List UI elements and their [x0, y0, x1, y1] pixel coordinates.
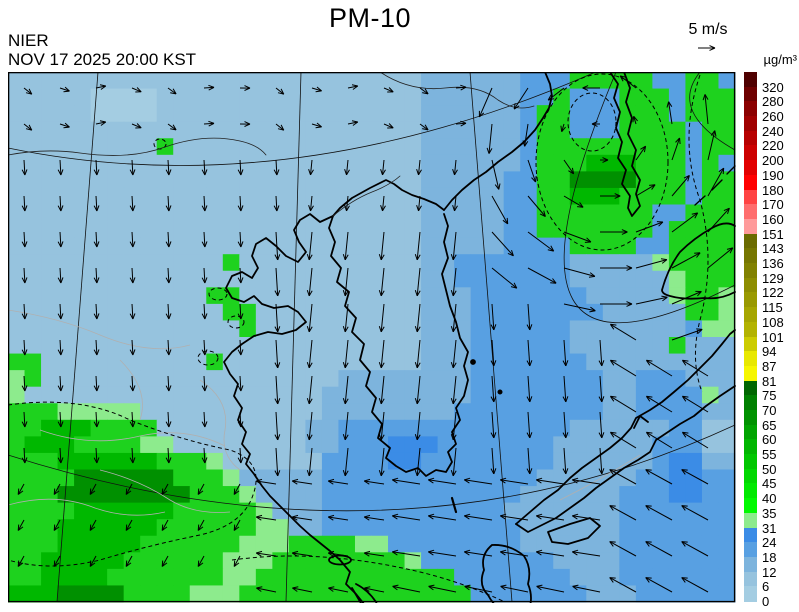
colorbar-segment: [744, 424, 757, 440]
wind-scale-label: 5 m/s: [688, 21, 728, 38]
colorbar-label: 24: [762, 535, 777, 551]
colorbar-segment: [744, 468, 757, 485]
colorbar-label: 31: [762, 520, 777, 536]
colorbar-segment: [744, 556, 757, 573]
colorbar-segment: [744, 483, 757, 499]
colorbar-label: 87: [762, 358, 777, 374]
colorbar-label: 136: [762, 256, 784, 272]
colorbar-segment: [744, 174, 757, 191]
forecast-datetime: NOV 17 2025 20:00 KST: [8, 50, 197, 69]
colorbar-label: 170: [762, 197, 784, 213]
colorbar-label: 6: [762, 579, 770, 595]
colorbar-label: 320: [762, 79, 784, 95]
colorbar-segment: [744, 292, 757, 308]
colorbar-segment: [744, 145, 757, 161]
colorbar-segment: [744, 454, 757, 470]
colorbar-label: 70: [762, 402, 777, 418]
colorbar-segment: [744, 395, 757, 411]
colorbar-label: 60: [762, 432, 777, 448]
map-svg: [7, 61, 736, 612]
colorbar-segment: [744, 72, 757, 88]
colorbar-segment: [744, 542, 757, 558]
colorbar-segment: [744, 380, 757, 396]
colorbar-segment: [744, 321, 757, 338]
colorbar-label: 18: [762, 549, 777, 565]
colorbar-segment: [744, 248, 757, 264]
colorbar-segment: [744, 512, 757, 529]
page-title: PM-10: [328, 3, 412, 33]
colorbar-segment: [744, 189, 757, 205]
wind-scale-arrow-icon: [698, 45, 716, 51]
colorbar-label: 129: [762, 270, 784, 286]
colorbar-label: 0: [762, 594, 770, 609]
colorbar-label: 190: [762, 167, 784, 183]
colorbar-label: 81: [762, 373, 777, 389]
colorbar-label: 94: [762, 344, 777, 360]
colorbar-segment: [744, 307, 757, 323]
wind-arrows: [17, 75, 734, 593]
colorbar-segment: [744, 571, 757, 587]
colorbar-label: 260: [762, 109, 784, 125]
colorbar-label: 160: [762, 211, 784, 227]
colorbar-segment: [744, 586, 757, 602]
colorbar-label: 108: [762, 314, 784, 330]
colorbar-label: 220: [762, 138, 784, 154]
colorbar-label: 35: [762, 505, 777, 521]
colorbar-segment: [744, 116, 757, 132]
colorbar-segment: [744, 439, 757, 455]
colorbar-label: 115: [762, 300, 783, 316]
colorbar-segment: [744, 409, 757, 426]
colorbar-label: 40: [762, 491, 777, 507]
colorbar-label: 101: [762, 329, 784, 345]
colorbar-segment: [744, 204, 757, 220]
colorbar-label: 65: [762, 417, 777, 433]
colorbar-label: 45: [762, 476, 777, 492]
map-canvas: [7, 61, 736, 612]
colorbar-segment: [744, 130, 757, 147]
colorbar-segment: [744, 101, 757, 117]
colorbar-label: 50: [762, 461, 777, 477]
graticule: [7, 61, 736, 603]
colorbar-label: 12: [762, 564, 777, 580]
colorbar-segment: [744, 351, 757, 367]
colorbar-label: 240: [762, 123, 784, 139]
colorbar-label: 180: [762, 182, 784, 198]
colorbar-label: 200: [762, 153, 784, 169]
unit-label: µg/m³: [763, 52, 798, 67]
colorbar-segment: [744, 277, 757, 293]
agency-label: NIER: [8, 31, 49, 50]
colorbar-label: 143: [762, 241, 784, 257]
colorbar-label: 122: [762, 285, 784, 301]
colorbar-segment: [744, 527, 757, 543]
colorbar-label: 151: [762, 226, 784, 242]
province-borders: [7, 309, 641, 516]
colorbar-segment: [744, 365, 757, 382]
pm-field: [8, 72, 736, 603]
map-border: [7, 71, 736, 603]
colorbar-label: 75: [762, 388, 777, 404]
colorbar-segment: [744, 233, 757, 249]
colorbar-segment: [744, 336, 757, 352]
colorbar-segment: [744, 86, 757, 102]
colorbar-segment: [744, 218, 757, 235]
colorbar-segment: [744, 498, 757, 514]
colorbar-label: 55: [762, 447, 777, 463]
colorbar-segment: [744, 263, 757, 279]
colorbar-label: 280: [762, 94, 784, 110]
colorbar-segment: [744, 160, 757, 176]
